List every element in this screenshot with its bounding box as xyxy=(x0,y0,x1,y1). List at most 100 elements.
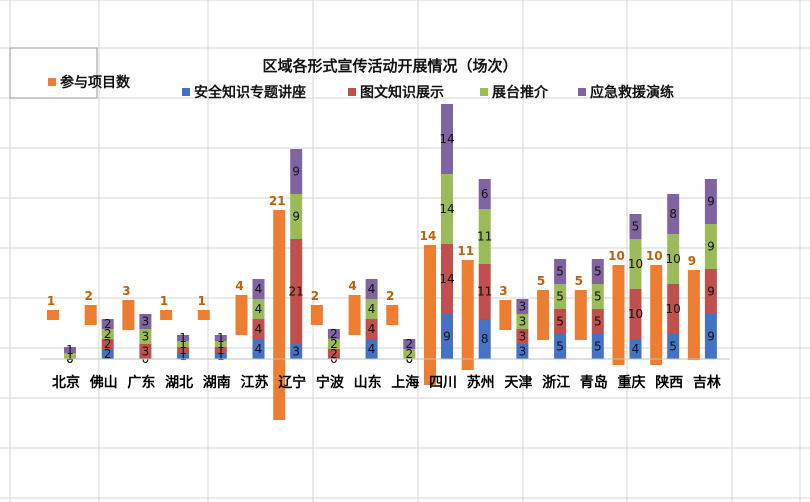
bar-segment xyxy=(704,314,717,359)
chart-bars: 1001122222303331111111111444442132199202… xyxy=(40,104,730,420)
segment-data-label: 6 xyxy=(481,187,489,201)
total-data-label: 3 xyxy=(499,284,507,298)
segment-data-label: 14 xyxy=(439,272,454,286)
segment-data-label: 5 xyxy=(556,315,564,329)
bar-segment xyxy=(403,349,416,359)
segment-data-label: 2 xyxy=(104,337,112,351)
segment-data-label: 10 xyxy=(628,307,643,321)
bar-total xyxy=(461,260,474,370)
bar-total xyxy=(537,290,550,340)
total-data-label: 2 xyxy=(311,289,319,303)
segment-data-label: 9 xyxy=(707,330,715,344)
segment-data-label: 5 xyxy=(594,265,602,279)
segment-data-label: 1 xyxy=(217,337,225,351)
bar-segment xyxy=(101,339,114,349)
x-tick-label: 广东 xyxy=(127,374,155,391)
segment-data-label: 11 xyxy=(477,285,492,299)
segment-data-label: 10 xyxy=(666,302,681,316)
bar-segment xyxy=(704,179,717,224)
bar-segment xyxy=(591,309,604,334)
bar-segment xyxy=(64,347,76,353)
bar-segment xyxy=(327,339,340,349)
x-tick-label: 青岛 xyxy=(580,374,608,391)
segment-data-label: 21 xyxy=(289,285,304,299)
x-tick-label: 山东 xyxy=(354,374,382,391)
bar-segment xyxy=(365,339,378,359)
bar-segment xyxy=(252,339,265,359)
bar-segment xyxy=(629,239,642,289)
total-data-label: 4 xyxy=(235,279,243,293)
segment-data-label: 11 xyxy=(477,230,492,244)
bar-segment xyxy=(704,269,717,314)
total-data-label: 10 xyxy=(608,249,625,263)
bar-segment xyxy=(478,319,491,359)
bar-segment xyxy=(177,335,190,341)
total-data-label: 5 xyxy=(537,274,545,288)
segment-data-label: 5 xyxy=(556,340,564,354)
segment-data-label: 2 xyxy=(330,327,338,341)
bar-total xyxy=(310,305,323,325)
legend-label: 安全知识专题讲座 xyxy=(194,84,306,101)
bar-total xyxy=(687,270,700,360)
x-tick-label: 天津 xyxy=(504,374,532,391)
bar-segment xyxy=(516,314,529,329)
bar-segment xyxy=(365,319,378,339)
legend-swatch xyxy=(348,88,356,96)
segment-data-label: 8 xyxy=(669,207,677,221)
bar-segment xyxy=(177,353,190,359)
legend-label: 图文知识展示 xyxy=(360,84,444,101)
bar-segment xyxy=(554,309,567,334)
x-tick-label: 重庆 xyxy=(618,374,646,391)
bar-segment xyxy=(667,234,680,284)
bar-segment xyxy=(290,194,303,239)
segment-data-label: 9 xyxy=(707,240,715,254)
segment-data-label: 5 xyxy=(594,290,602,304)
segment-data-label: 3 xyxy=(519,315,527,329)
total-data-label: 9 xyxy=(688,254,696,268)
x-tick-label: 佛山 xyxy=(89,374,118,391)
total-data-label: 14 xyxy=(420,229,437,243)
bar-segment xyxy=(667,194,680,234)
x-tick-label: 湖南 xyxy=(203,374,231,391)
bar-total xyxy=(47,310,59,320)
bar-total xyxy=(574,290,587,340)
segment-data-label: 1 xyxy=(179,349,187,363)
total-data-label: 1 xyxy=(47,294,55,308)
segment-data-label: 2 xyxy=(405,337,413,351)
segment-data-label: 4 xyxy=(368,302,376,316)
segment-data-label: 4 xyxy=(368,282,376,296)
bar-segment xyxy=(554,284,567,309)
segment-data-label: 3 xyxy=(142,330,150,344)
bar-segment xyxy=(591,259,604,284)
segment-data-label: 5 xyxy=(632,220,640,234)
bar-segment xyxy=(327,349,340,359)
bar-segment xyxy=(177,347,190,353)
bar-segment xyxy=(252,319,265,339)
segment-data-label: 14 xyxy=(439,202,454,216)
segment-data-label: 5 xyxy=(556,265,564,279)
bar-segment xyxy=(667,334,680,359)
bar-segment xyxy=(441,244,453,314)
bar-total xyxy=(386,305,399,325)
segment-data-label: 1 xyxy=(66,349,74,363)
bar-segment xyxy=(441,314,453,359)
bar-segment xyxy=(591,334,604,359)
bar-segment xyxy=(516,344,529,359)
bar-segment xyxy=(139,329,152,344)
bar-segment xyxy=(139,344,152,359)
bar-segment xyxy=(516,299,529,314)
bar-segment xyxy=(441,104,453,174)
segment-data-label: 5 xyxy=(669,340,677,354)
bar-total xyxy=(650,265,663,365)
segment-data-label: 4 xyxy=(368,322,376,336)
legend-label: 应急救援演练 xyxy=(590,84,674,101)
x-tick-label: 湖北 xyxy=(165,375,193,391)
segment-data-label: 1 xyxy=(66,343,74,357)
total-data-label: 5 xyxy=(575,274,583,288)
segment-data-label: 5 xyxy=(556,290,564,304)
segment-data-label: 3 xyxy=(519,300,527,314)
segment-data-label: 9 xyxy=(707,285,715,299)
segment-data-label: 8 xyxy=(481,332,489,346)
